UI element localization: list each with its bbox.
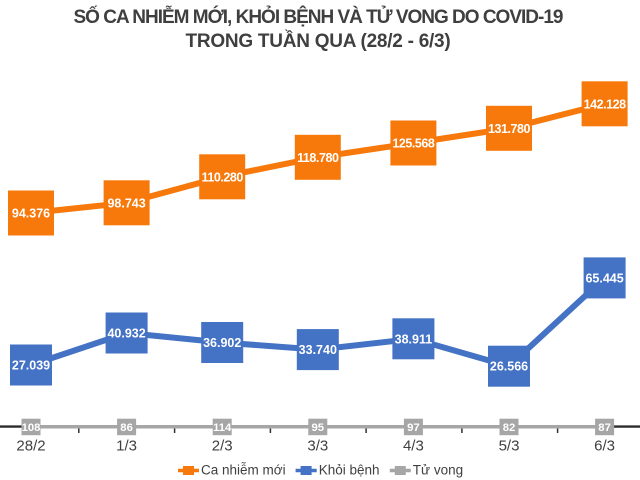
svg-text:86: 86: [120, 422, 133, 434]
svg-text:28/2: 28/2: [16, 438, 45, 455]
svg-text:95: 95: [312, 422, 325, 434]
svg-text:Khỏi bệnh: Khỏi bệnh: [319, 463, 380, 478]
svg-text:38.911: 38.911: [395, 332, 433, 346]
svg-text:5/3: 5/3: [499, 438, 520, 455]
svg-text:TRONG TUẦN QUA (28/2 - 6/3): TRONG TUẦN QUA (28/2 - 6/3): [186, 30, 451, 52]
svg-text:131.780: 131.780: [488, 122, 531, 136]
svg-text:97: 97: [407, 422, 420, 434]
svg-text:Ca nhiễm mới: Ca nhiễm mới: [201, 463, 286, 478]
svg-text:40.932: 40.932: [107, 327, 145, 341]
svg-text:2/3: 2/3: [212, 438, 233, 455]
svg-text:142.128: 142.128: [584, 97, 627, 111]
svg-text:SỐ CA NHIỄM MỚI, KHỎI BỆNH VÀ: SỐ CA NHIỄM MỚI, KHỎI BỆNH VÀ TỬ VONG DO…: [74, 6, 563, 28]
svg-text:82: 82: [503, 422, 516, 434]
svg-text:Tử vong: Tử vong: [413, 463, 463, 478]
svg-text:26.566: 26.566: [490, 360, 528, 374]
svg-text:125.568: 125.568: [392, 137, 435, 151]
svg-text:27.039: 27.039: [12, 359, 50, 373]
svg-text:94.376: 94.376: [12, 207, 50, 221]
svg-text:3/3: 3/3: [307, 438, 328, 455]
svg-text:1/3: 1/3: [116, 438, 137, 455]
svg-text:87: 87: [598, 422, 611, 434]
svg-text:108: 108: [22, 422, 41, 434]
svg-text:6/3: 6/3: [594, 438, 615, 455]
svg-text:33.740: 33.740: [299, 343, 337, 357]
svg-text:4/3: 4/3: [403, 438, 424, 455]
svg-text:118.780: 118.780: [297, 151, 339, 165]
svg-text:36.902: 36.902: [203, 336, 241, 350]
svg-text:98.743: 98.743: [107, 196, 145, 210]
svg-text:114: 114: [213, 422, 232, 434]
svg-text:110.280: 110.280: [202, 170, 244, 184]
svg-text:65.445: 65.445: [585, 271, 623, 285]
